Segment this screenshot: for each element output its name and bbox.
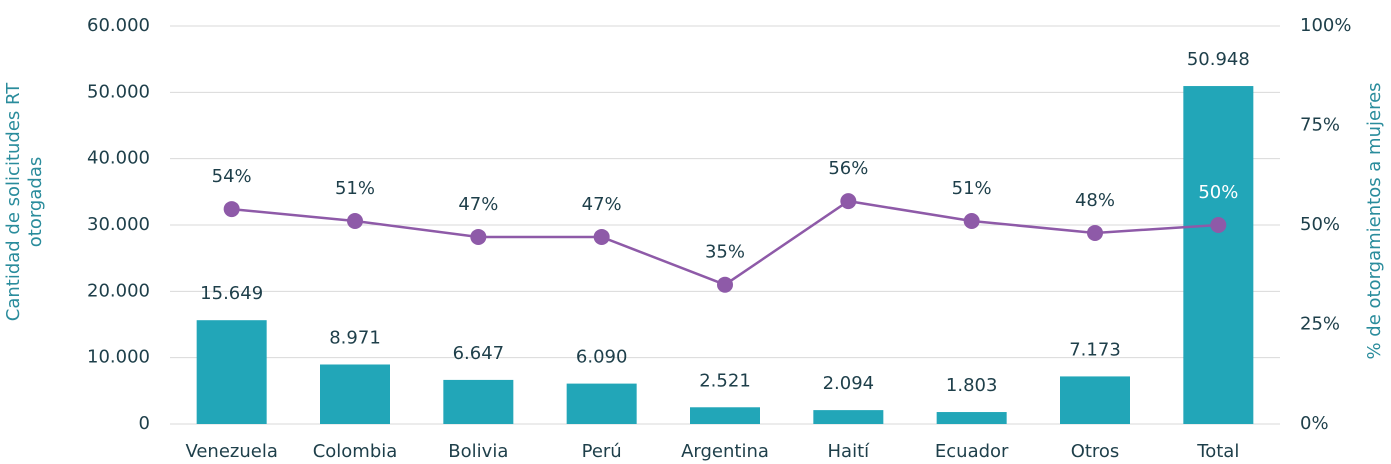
line-point <box>593 228 610 245</box>
bar-value-label: 1.803 <box>946 375 998 396</box>
line-point <box>470 228 487 245</box>
line-value-label: 47% <box>458 194 498 215</box>
y2-tick-label: 50% <box>1300 214 1340 235</box>
y2-tick-label: 75% <box>1300 115 1340 136</box>
line-value-label: 51% <box>952 178 992 199</box>
x-tick-label: Ecuador <box>935 441 1009 462</box>
bar-value-label: 2.521 <box>699 370 751 391</box>
bar <box>690 407 760 424</box>
bar <box>320 364 390 424</box>
x-tick-label: Argentina <box>681 441 769 462</box>
bar <box>1060 376 1130 424</box>
bar <box>196 320 267 424</box>
line-value-label: 56% <box>828 158 868 179</box>
bar-value-label: 7.173 <box>1069 339 1121 360</box>
y-tick-label: 30.000 <box>87 214 150 235</box>
line-value-label: 47% <box>582 194 622 215</box>
x-tick-label: Venezuela <box>185 441 277 462</box>
y-tick-label: 40.000 <box>87 148 150 169</box>
y2-tick-label: 100% <box>1300 15 1351 36</box>
y2-tick-label: 25% <box>1300 314 1340 335</box>
y-tick-label: 10.000 <box>87 347 150 368</box>
y-tick-label: 0 <box>139 413 150 434</box>
line-point <box>347 213 363 230</box>
bar <box>1183 86 1254 425</box>
x-tick-label: Colombia <box>313 441 398 462</box>
bar <box>566 383 637 424</box>
x-tick-label: Total <box>1196 441 1239 462</box>
y-axis-title: Cantidad de solicitudes RT otorgadas <box>3 82 46 322</box>
line-point <box>963 213 980 230</box>
line-point <box>1087 224 1103 241</box>
bar-value-label: 50.948 <box>1187 49 1250 70</box>
y-tick-label: 20.000 <box>87 280 150 301</box>
line-value-label: 48% <box>1075 190 1115 211</box>
x-tick-label: Perú <box>582 441 622 462</box>
x-tick-label: Otros <box>1071 441 1120 462</box>
bar-value-label: 6.090 <box>576 347 628 368</box>
bar-value-label: 15.649 <box>200 283 263 304</box>
bar <box>813 410 884 424</box>
y2-tick-label: 0% <box>1300 413 1329 434</box>
x-tick-label: Bolivia <box>448 441 508 462</box>
y-tick-label: 50.000 <box>87 81 150 102</box>
y-tick-label: 60.000 <box>87 15 150 36</box>
bar-value-label: 6.647 <box>453 343 505 364</box>
bar <box>936 412 1007 424</box>
line-point <box>717 276 733 293</box>
line-point <box>840 193 857 210</box>
y2-axis-title: % de otorgamientos a mujeres <box>1364 82 1385 360</box>
line-value-label: 54% <box>212 166 252 187</box>
line-point <box>1210 217 1227 233</box>
x-tick-label: Haití <box>828 441 871 462</box>
bar-value-label: 2.094 <box>823 373 875 394</box>
bar-value-label: 8.971 <box>329 327 381 348</box>
line-value-label: 51% <box>335 178 375 199</box>
bar <box>443 379 514 424</box>
line-value-label: 35% <box>705 242 745 263</box>
line-point <box>223 201 240 218</box>
line-value-label: 50% <box>1198 182 1238 203</box>
